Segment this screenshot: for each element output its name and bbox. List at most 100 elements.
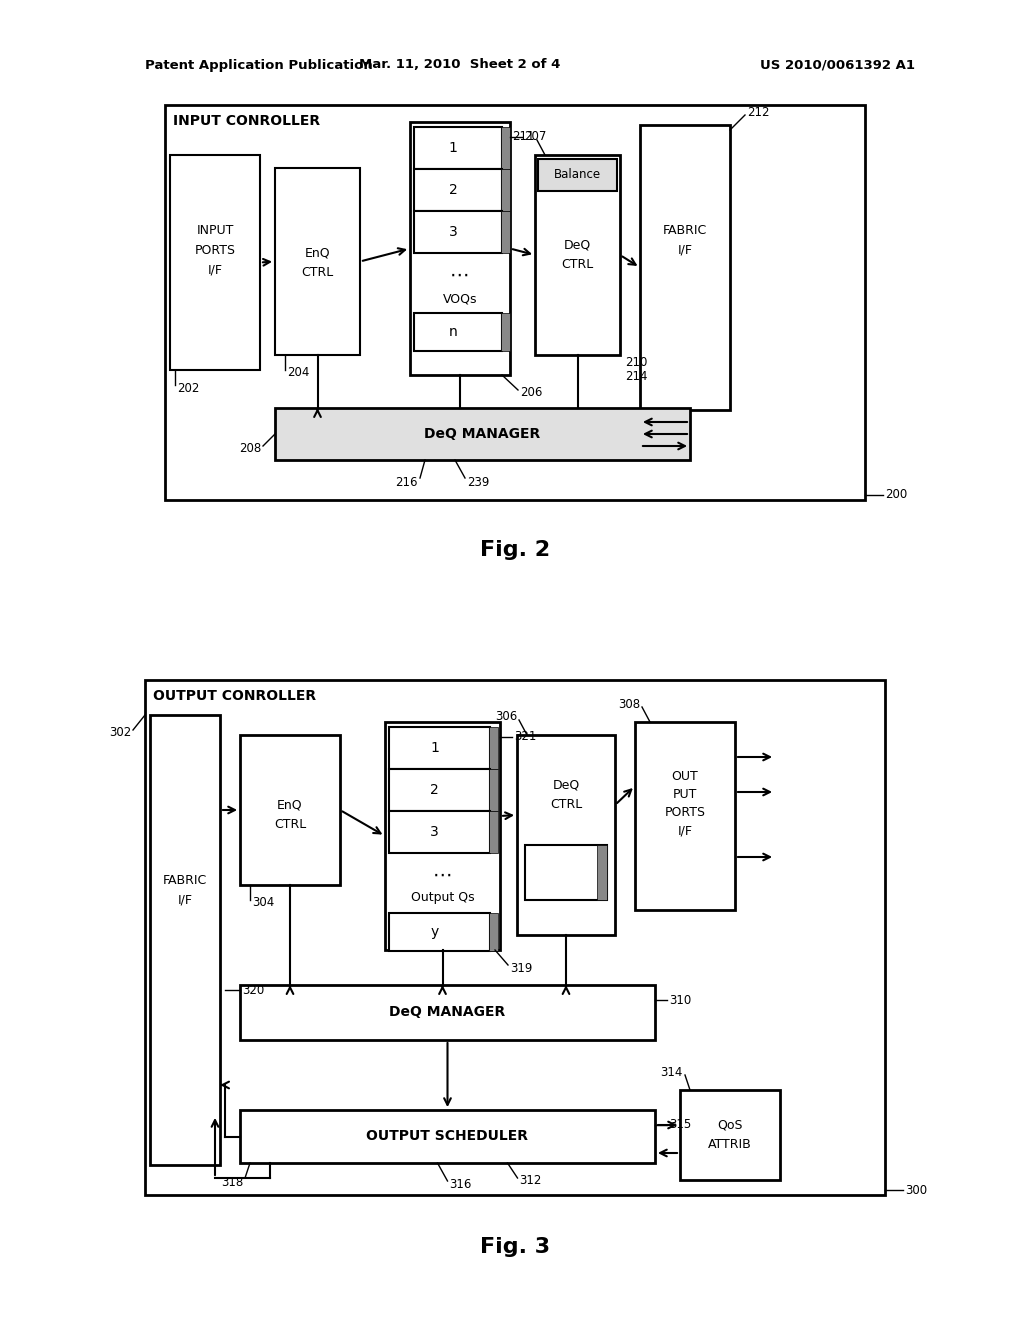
Text: 2: 2	[430, 783, 439, 797]
Text: CTRL: CTRL	[561, 259, 594, 272]
Text: PORTS: PORTS	[195, 243, 236, 256]
Text: VOQs: VOQs	[442, 293, 477, 305]
Bar	[489, 727, 498, 770]
Text: OUTPUT SCHEDULER: OUTPUT SCHEDULER	[367, 1130, 528, 1143]
Text: EnQ: EnQ	[278, 799, 303, 812]
Text: 211: 211	[512, 131, 535, 144]
Text: I/F: I/F	[208, 264, 222, 276]
Text: FABRIC: FABRIC	[663, 223, 708, 236]
Bar	[501, 169, 510, 211]
Bar	[635, 722, 735, 909]
Bar	[389, 770, 490, 810]
Text: I/F: I/F	[678, 243, 692, 256]
Text: 315: 315	[669, 1118, 691, 1131]
Text: n: n	[449, 325, 458, 339]
Bar	[535, 154, 620, 355]
Text: 216: 216	[395, 475, 418, 488]
Text: CTRL: CTRL	[273, 818, 306, 832]
Text: DeQ: DeQ	[564, 239, 591, 252]
Text: 316: 316	[450, 1179, 472, 1192]
Bar	[389, 913, 490, 950]
Text: y: y	[430, 925, 438, 939]
Text: ATTRIB: ATTRIB	[709, 1138, 752, 1151]
Bar	[489, 770, 498, 810]
Bar	[414, 313, 502, 351]
Text: Fig. 3: Fig. 3	[480, 1237, 550, 1257]
Text: 200: 200	[885, 488, 907, 502]
Text: OUT: OUT	[672, 771, 698, 784]
Text: 320: 320	[242, 983, 264, 997]
Text: 204: 204	[287, 367, 309, 380]
Text: 207: 207	[524, 131, 547, 144]
Bar	[165, 106, 865, 500]
Bar	[389, 727, 490, 770]
Text: 302: 302	[109, 726, 131, 739]
Bar	[275, 168, 360, 355]
Text: ⋯: ⋯	[433, 866, 453, 884]
Text: EnQ: EnQ	[305, 247, 331, 260]
Bar	[150, 715, 220, 1166]
Text: Fig. 2: Fig. 2	[480, 540, 550, 560]
Text: Output Qs: Output Qs	[411, 891, 474, 903]
Text: 2: 2	[449, 183, 458, 197]
Text: I/F: I/F	[177, 894, 193, 907]
Text: 310: 310	[669, 994, 691, 1006]
Text: 239: 239	[467, 475, 489, 488]
Text: 312: 312	[519, 1175, 542, 1188]
Text: INPUT: INPUT	[197, 223, 233, 236]
Text: CTRL: CTRL	[301, 267, 334, 280]
Text: 210: 210	[625, 356, 647, 370]
Bar	[489, 810, 498, 853]
Text: 1: 1	[449, 141, 458, 154]
Text: OUTPUT CONROLLER: OUTPUT CONROLLER	[153, 689, 316, 704]
Bar	[501, 313, 510, 351]
Bar	[240, 985, 655, 1040]
Text: 3: 3	[430, 825, 439, 840]
Text: 300: 300	[905, 1184, 927, 1196]
Text: 214: 214	[625, 371, 647, 384]
Bar	[597, 845, 607, 900]
Bar	[538, 158, 617, 191]
Bar	[414, 211, 502, 253]
Bar	[414, 169, 502, 211]
Text: US 2010/0061392 A1: US 2010/0061392 A1	[760, 58, 915, 71]
Text: 319: 319	[510, 961, 532, 974]
Bar	[275, 408, 690, 459]
Text: 306: 306	[495, 710, 517, 723]
Bar	[501, 127, 510, 169]
Bar	[410, 121, 510, 375]
Text: 202: 202	[177, 381, 200, 395]
Bar	[680, 1090, 780, 1180]
Bar	[240, 735, 340, 884]
Bar	[385, 722, 500, 950]
Text: PUT: PUT	[673, 788, 697, 801]
Text: 318: 318	[221, 1176, 243, 1188]
Text: Balance: Balance	[554, 169, 601, 181]
Text: 314: 314	[660, 1065, 683, 1078]
Bar	[517, 735, 615, 935]
Text: DeQ MANAGER: DeQ MANAGER	[389, 1006, 506, 1019]
Text: 208: 208	[239, 442, 261, 455]
Text: 321: 321	[514, 730, 537, 743]
Bar	[414, 127, 502, 169]
Bar	[501, 211, 510, 253]
Text: INPUT CONROLLER: INPUT CONROLLER	[173, 114, 321, 128]
Text: DeQ MANAGER: DeQ MANAGER	[424, 426, 541, 441]
Text: ⋯: ⋯	[451, 265, 470, 285]
Text: PORTS: PORTS	[665, 807, 706, 820]
Text: 206: 206	[520, 387, 543, 400]
Bar	[240, 1110, 655, 1163]
Text: QoS: QoS	[717, 1118, 742, 1131]
Bar	[489, 913, 498, 950]
Text: Mar. 11, 2010  Sheet 2 of 4: Mar. 11, 2010 Sheet 2 of 4	[359, 58, 561, 71]
Text: 304: 304	[252, 896, 274, 909]
Text: Patent Application Publication: Patent Application Publication	[145, 58, 373, 71]
Bar	[640, 125, 730, 411]
Bar	[170, 154, 260, 370]
Text: I/F: I/F	[678, 825, 692, 837]
Bar	[145, 680, 885, 1195]
Text: FABRIC: FABRIC	[163, 874, 207, 887]
Text: 3: 3	[449, 224, 458, 239]
Text: 1: 1	[430, 741, 439, 755]
Bar	[525, 845, 607, 900]
